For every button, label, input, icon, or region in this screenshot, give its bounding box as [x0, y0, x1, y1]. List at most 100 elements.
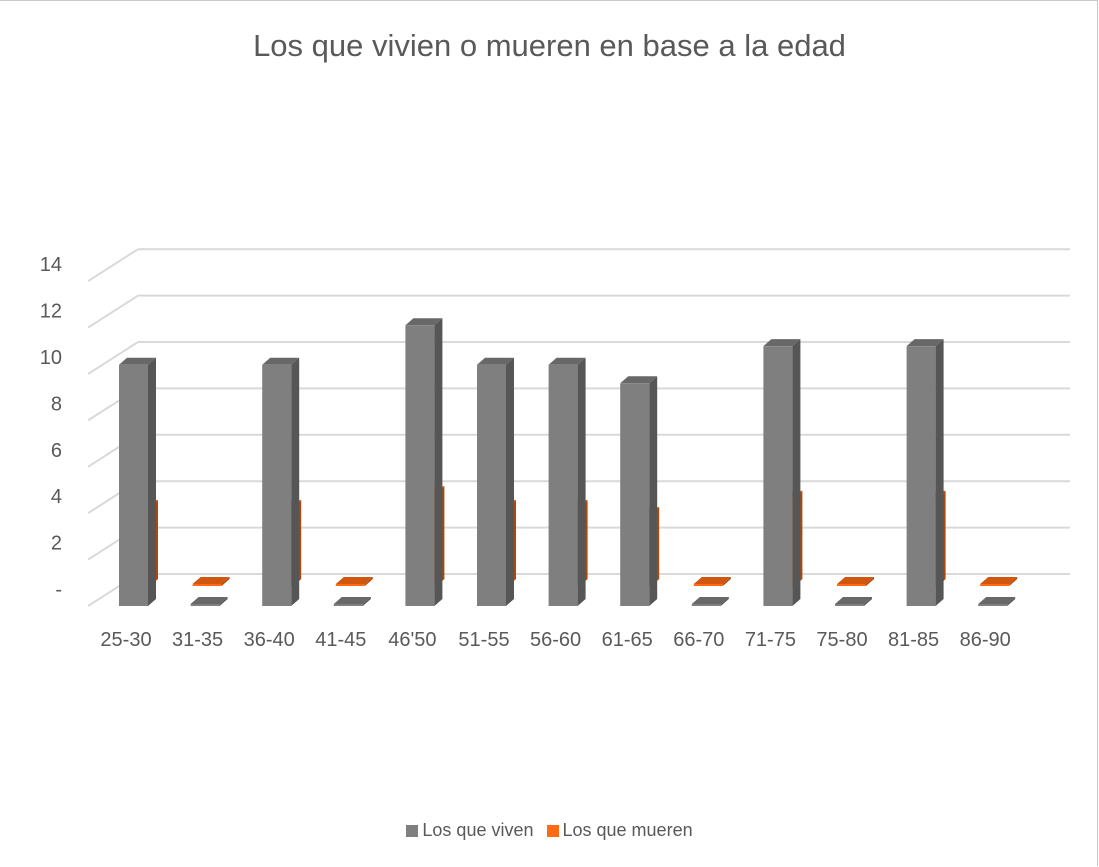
y-tick-label: -: [55, 579, 62, 601]
gridline-side: [87, 248, 139, 283]
bar-los-que-viven-front: [691, 604, 721, 606]
bar-los-que-viven-front: [477, 364, 506, 606]
y-tick-label: 2: [51, 533, 62, 555]
bar-los-que-mueren-front: [837, 584, 866, 586]
legend-item-series-2: Los que mueren: [546, 820, 693, 841]
x-tick-label: 71-75: [745, 629, 796, 651]
x-tick-label: 66-70: [673, 629, 724, 651]
bar-los-que-viven-side: [935, 339, 944, 606]
bar-los-que-mueren-top: [980, 577, 1018, 584]
legend-swatch-series-1: [406, 824, 419, 837]
x-tick-label: 81-85: [888, 629, 939, 651]
bar-los-que-viven-front: [906, 346, 936, 606]
x-tick-label: 61-65: [602, 629, 653, 651]
x-tick-label: 31-35: [172, 629, 223, 651]
y-tick-label: 10: [40, 347, 62, 369]
bar-los-que-viven: [548, 357, 586, 606]
chart-plot: - 2 4 6 8 10 12 14 25-30 31-35 36-40 41-45 46'50 51-…: [40, 248, 1070, 651]
bar-los-que-mueren: [837, 577, 874, 586]
x-tick-label: 56-60: [530, 629, 581, 651]
bar-los-que-viven-front: [190, 604, 220, 606]
bar-los-que-viven-side: [649, 376, 658, 606]
bar-los-que-viven-top: [405, 318, 443, 326]
bar-los-que-mueren-side: [221, 577, 230, 586]
bar-los-que-viven: [978, 597, 1016, 606]
bar-los-que-mueren-top: [837, 577, 874, 584]
bar-los-que-mueren-front: [693, 584, 723, 586]
bar-los-que-viven-top: [906, 339, 944, 347]
bar-los-que-viven-front: [978, 604, 1008, 606]
bar-los-que-viven-top: [835, 597, 872, 604]
bar-los-que-mueren: [335, 577, 373, 586]
bar-los-que-mueren-top: [335, 577, 373, 584]
bar-los-que-viven: [691, 597, 729, 606]
bar-los-que-viven-side: [577, 357, 586, 606]
bar-los-que-mueren-front: [980, 584, 1010, 586]
y-tick-label: 4: [51, 486, 62, 508]
bar-los-que-mueren-side: [866, 577, 874, 586]
bar-los-que-mueren-side: [364, 577, 373, 586]
bar-los-que-mueren-front: [192, 584, 222, 586]
bar-los-que-viven: [333, 597, 371, 606]
legend-swatch-series-2: [546, 824, 559, 837]
bar-los-que-viven-top: [978, 597, 1016, 604]
bar-los-que-viven: [906, 339, 944, 606]
bar-los-que-viven-front: [620, 383, 650, 606]
bar-los-que-mueren-front: [335, 584, 365, 586]
bar-los-que-viven-side: [362, 597, 371, 606]
bar-los-que-viven-side: [864, 597, 872, 606]
bar-los-que-viven-front: [763, 346, 793, 606]
bar-los-que-viven: [190, 597, 228, 606]
bar-los-que-viven-side: [720, 597, 729, 606]
gridline-side: [87, 294, 139, 329]
bar-los-que-viven-front: [405, 325, 435, 606]
y-tick-label: 6: [51, 440, 62, 462]
bar-los-que-viven-top: [119, 357, 156, 365]
bar-los-que-viven: [119, 357, 156, 606]
bar-los-que-viven-side: [148, 357, 156, 606]
chart-title: Los que vivien o mueren en base a la eda…: [253, 28, 846, 63]
x-tick-label: 75-80: [816, 629, 867, 651]
bar-los-que-viven-top: [477, 357, 514, 365]
bar-los-que-viven-top: [190, 597, 228, 604]
bar-los-que-viven-front: [119, 364, 148, 606]
bar-los-que-viven-front: [262, 364, 292, 606]
bar-los-que-mueren-side: [1009, 577, 1018, 586]
bar-los-que-viven: [405, 318, 443, 606]
bar-los-que-mueren: [980, 577, 1018, 586]
bar-los-que-viven-top: [620, 376, 658, 384]
x-tick-label: 46'50: [388, 629, 436, 651]
y-tick-label: 14: [40, 254, 62, 276]
x-tick-label: 41-45: [315, 629, 366, 651]
y-tick-label: 8: [51, 393, 62, 415]
bar-los-que-viven-front: [835, 604, 864, 606]
bar-los-que-viven-top: [262, 357, 300, 365]
bar-los-que-mueren-top: [693, 577, 731, 584]
bar-los-que-viven-front: [548, 364, 578, 606]
chart-legend: Los que viven Los que mueren: [0, 820, 1099, 842]
x-tick-label: 25-30: [100, 629, 151, 651]
y-tick-label: 12: [40, 301, 62, 323]
bar-los-que-viven: [477, 357, 514, 606]
x-tick-label: 51-55: [458, 629, 509, 651]
bar-los-que-viven-side: [1007, 597, 1016, 606]
bar-los-que-viven-side: [434, 318, 443, 606]
bar-los-que-viven-top: [691, 597, 729, 604]
bar-los-que-viven-side: [792, 339, 801, 606]
x-tick-label: 86-90: [960, 629, 1011, 651]
bar-los-que-viven-side: [291, 357, 300, 606]
bar-los-que-mueren: [192, 577, 230, 586]
legend-item-series-1: Los que viven: [406, 820, 533, 841]
x-tick-label: 36-40: [244, 629, 295, 651]
bar-los-que-viven: [620, 376, 658, 606]
bar-los-que-viven-front: [333, 604, 363, 606]
bar-los-que-viven-top: [333, 597, 371, 604]
bar-los-que-viven-side: [219, 597, 228, 606]
bar-los-que-viven-top: [548, 357, 586, 365]
bar-los-que-mueren: [693, 577, 731, 586]
bar-los-que-viven: [835, 597, 872, 606]
legend-label-series-2: Los que mueren: [562, 820, 693, 840]
bar-los-que-viven-side: [506, 357, 514, 606]
bar-los-que-viven-top: [763, 339, 801, 347]
legend-label-series-1: Los que viven: [422, 820, 534, 840]
